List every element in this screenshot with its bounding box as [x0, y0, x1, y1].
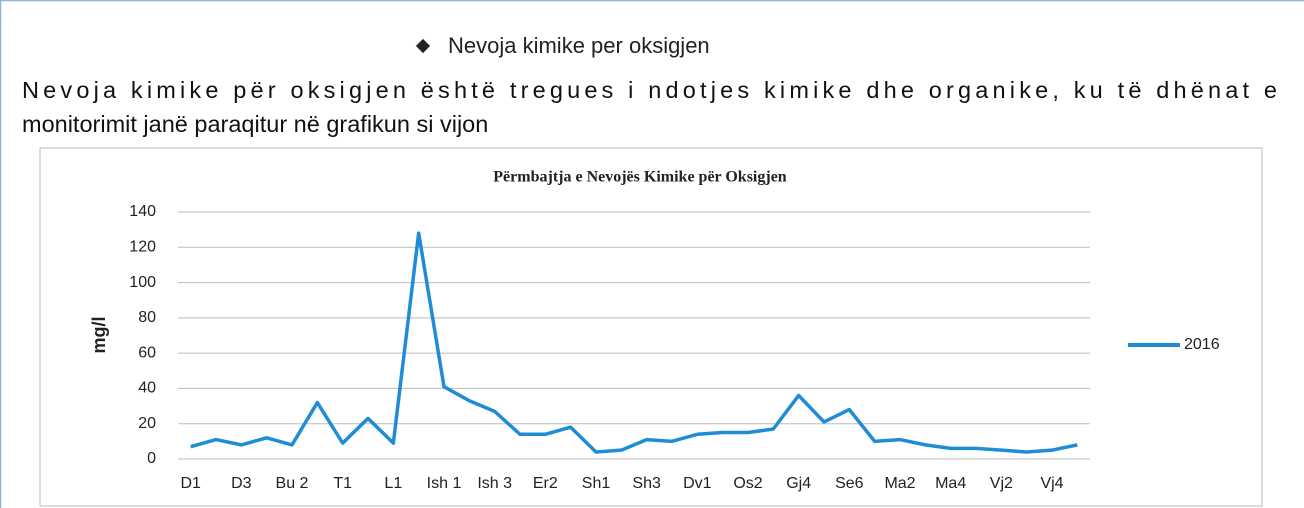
- x-tick-label: Er2: [533, 475, 558, 492]
- x-tick-label: D1: [180, 475, 201, 492]
- data-line: [190, 231, 1078, 454]
- y-tick-label: 100: [129, 274, 156, 291]
- x-tick-label: Ma2: [884, 475, 915, 492]
- x-tick-label: D3: [231, 475, 252, 492]
- x-tick-label: Os2: [733, 475, 762, 492]
- y-tick-label: 60: [138, 344, 156, 361]
- chart-frame: [39, 147, 1263, 507]
- paragraph-line: Nevoja kimike për oksigjen është tregues…: [22, 77, 1277, 103]
- y-tick-label: 120: [129, 239, 156, 256]
- x-tick-label: Ish 3: [477, 475, 512, 492]
- y-tick-label: 0: [147, 450, 156, 467]
- legend-label: 2016: [1184, 336, 1220, 353]
- x-tick-label: Bu 2: [276, 475, 309, 492]
- x-tick-label: Sh1: [582, 475, 611, 492]
- x-tick-label: Dv1: [683, 475, 712, 492]
- x-tick-label: Se6: [835, 475, 864, 492]
- x-tick-label: Vj2: [990, 475, 1013, 492]
- x-tick-label: Sh3: [632, 475, 661, 492]
- chart-title: Përmbajtja e Nevojës Kimike për Oksigjen: [493, 169, 787, 186]
- x-tick-label: Ish 1: [427, 475, 462, 492]
- x-tick-label: Gj4: [786, 475, 811, 492]
- heading: Nevoja kimike per oksigjen: [448, 33, 710, 58]
- bullet: [415, 38, 431, 54]
- paragraph-line: monitorimit janë paraqitur në grafikun s…: [22, 111, 488, 137]
- y-tick-label: 40: [138, 380, 156, 397]
- y-tick-label: 80: [138, 309, 156, 326]
- x-tick-label: Vj4: [1040, 475, 1063, 492]
- x-tick-label: T1: [333, 475, 352, 492]
- x-tick-label: L1: [384, 475, 402, 492]
- y-tick-label: 140: [129, 203, 156, 220]
- y-axis-label: mg/l: [89, 316, 109, 353]
- y-tick-label: 20: [138, 415, 156, 432]
- x-tick-label: Ma4: [935, 475, 966, 492]
